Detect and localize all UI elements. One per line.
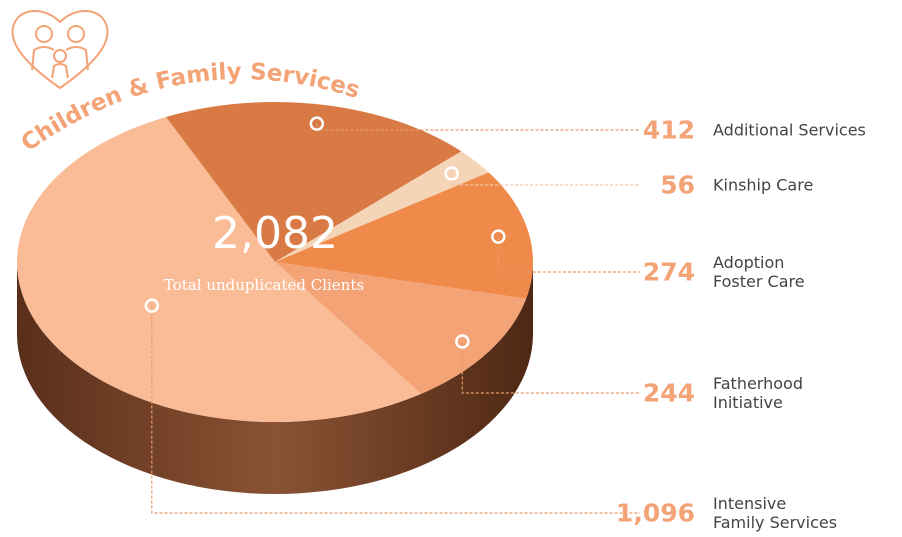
value-label: 412	[642, 115, 695, 145]
category-label: Adoption Foster Care	[713, 253, 805, 291]
pie-slice	[275, 151, 489, 262]
pie-slice	[275, 172, 533, 299]
value-label: 274	[642, 257, 695, 287]
pie-slice	[17, 116, 422, 422]
leader-dot	[309, 116, 325, 131]
category-label: Intensive Family Services	[713, 494, 838, 532]
value-label: 56	[660, 170, 695, 200]
leader-line	[451, 173, 640, 186]
leader-line	[461, 341, 640, 394]
leader-dot	[491, 229, 506, 244]
pie	[17, 102, 533, 494]
category-label: Additional Services	[713, 120, 866, 140]
pie-side	[17, 262, 533, 494]
leader-dot	[455, 334, 470, 349]
total-label: 2,082	[212, 208, 338, 259]
category-label: Fatherhood Initiative	[713, 374, 803, 412]
leader-dot	[144, 298, 160, 313]
heart-icon	[11, 10, 109, 90]
value-label: 244	[642, 378, 695, 408]
leader-line	[497, 236, 640, 273]
category-label: Kinship Care	[713, 175, 814, 195]
pie-slice	[165, 102, 462, 263]
pie-slice	[275, 262, 527, 394]
leader-line	[151, 305, 640, 514]
total-caption: Total unduplicated Clients	[164, 276, 364, 294]
value-label: 1,096	[615, 498, 695, 528]
leader-dot	[444, 166, 459, 181]
